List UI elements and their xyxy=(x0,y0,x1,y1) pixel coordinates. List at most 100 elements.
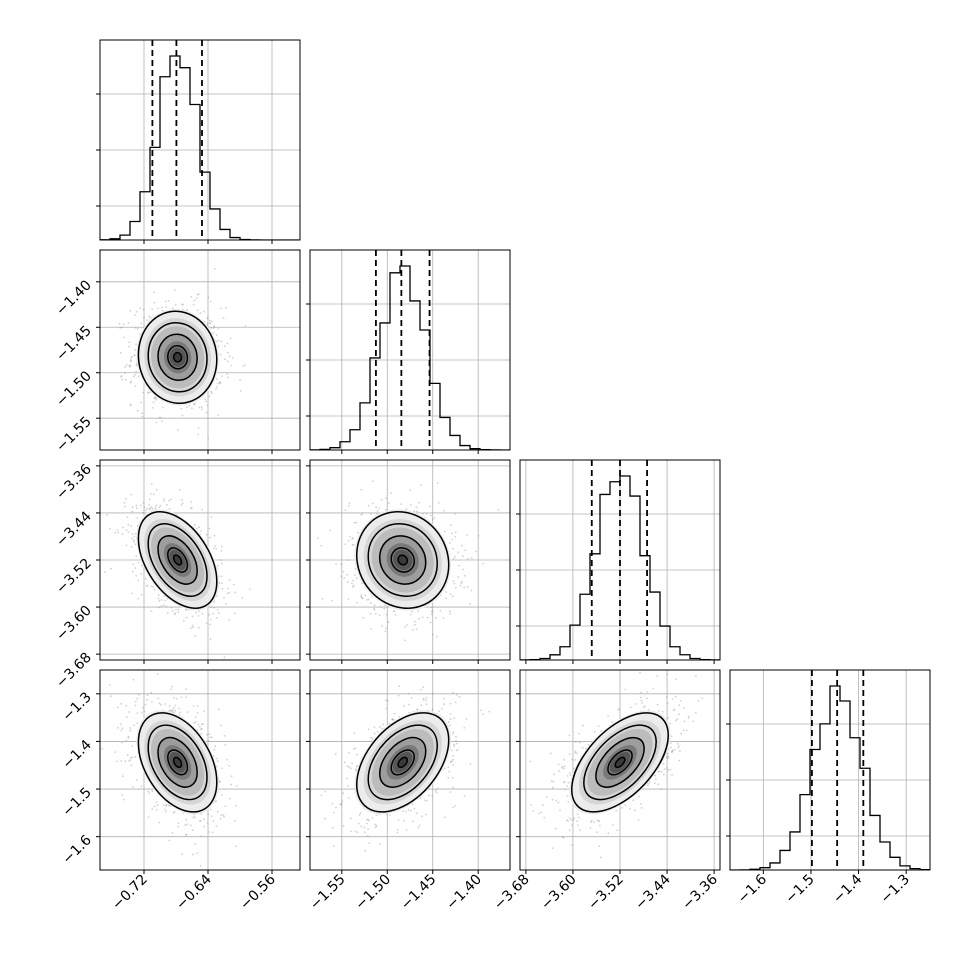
sample-point xyxy=(125,544,128,547)
sample-point xyxy=(475,550,477,553)
sample-point xyxy=(134,385,137,387)
sample-point xyxy=(121,533,124,535)
sample-point xyxy=(355,765,358,768)
sample-point xyxy=(171,831,174,834)
sample-point xyxy=(226,360,229,363)
sample-point xyxy=(129,309,132,312)
sample-point xyxy=(163,604,165,607)
sample-point xyxy=(185,688,187,690)
sample-point xyxy=(398,685,400,688)
sample-point xyxy=(409,613,412,616)
sample-point xyxy=(590,821,592,824)
sample-point xyxy=(155,504,157,507)
sample-point xyxy=(321,597,324,600)
sample-point xyxy=(137,597,140,600)
sample-point xyxy=(168,839,171,842)
sample-point xyxy=(168,710,171,712)
sample-point xyxy=(416,510,419,513)
sample-point xyxy=(350,817,352,820)
sample-point xyxy=(197,433,200,436)
sample-point xyxy=(185,609,187,611)
sample-point xyxy=(149,585,152,588)
sample-point xyxy=(449,718,452,721)
sample-point xyxy=(177,825,179,828)
sample-point xyxy=(196,309,199,312)
sample-point xyxy=(666,756,669,758)
sample-point xyxy=(169,709,172,712)
sample-point xyxy=(163,500,165,502)
sample-point xyxy=(185,834,187,836)
sample-point xyxy=(211,332,214,334)
sample-point xyxy=(221,375,223,378)
sample-point xyxy=(125,497,127,500)
sample-point xyxy=(449,791,452,793)
sample-point xyxy=(587,743,590,746)
sample-point xyxy=(121,775,124,778)
sample-point xyxy=(190,295,193,298)
sample-point xyxy=(122,526,124,529)
sample-point xyxy=(196,712,199,714)
sample-point xyxy=(462,568,464,571)
sample-point xyxy=(574,741,577,743)
sample-point xyxy=(452,547,454,550)
sample-point xyxy=(408,703,410,706)
sample-point xyxy=(213,748,216,751)
density-contour xyxy=(158,528,197,593)
sample-point xyxy=(458,695,461,698)
sample-point xyxy=(126,516,129,518)
sample-point xyxy=(150,483,153,485)
sample-point xyxy=(174,704,177,707)
sample-point xyxy=(420,704,423,707)
sample-point xyxy=(672,749,674,752)
sample-point xyxy=(576,752,578,754)
sample-point xyxy=(158,506,161,509)
sample-point xyxy=(140,711,143,714)
sample-point xyxy=(175,697,178,700)
sample-point xyxy=(220,814,223,816)
sample-point xyxy=(150,506,153,508)
sample-point xyxy=(213,325,216,327)
sample-point xyxy=(364,849,367,852)
sample-point xyxy=(454,535,457,538)
sample-point xyxy=(497,509,500,511)
sample-point xyxy=(212,547,215,550)
sample-point xyxy=(200,732,203,735)
sample-point xyxy=(320,544,323,547)
sample-point xyxy=(464,549,466,552)
sample-point xyxy=(359,812,362,814)
sample-point xyxy=(223,656,226,659)
sample-point xyxy=(132,563,135,566)
sample-point xyxy=(562,837,565,839)
sample-point xyxy=(367,828,369,830)
sample-point xyxy=(206,733,209,736)
sample-point xyxy=(158,702,161,705)
sample-point xyxy=(164,703,167,705)
density-shade xyxy=(398,555,408,565)
sample-point xyxy=(156,673,159,675)
sample-point xyxy=(165,503,168,506)
sample-point xyxy=(347,539,350,542)
sample-point xyxy=(671,774,673,776)
sample-point xyxy=(463,586,466,589)
sample-point xyxy=(415,812,418,814)
sample-point xyxy=(351,585,354,588)
sample-point xyxy=(351,538,353,540)
sample-point xyxy=(199,864,202,867)
sample-point xyxy=(375,814,378,817)
sample-point xyxy=(361,597,364,600)
sample-point xyxy=(374,826,377,829)
sample-point xyxy=(244,325,247,327)
sample-point xyxy=(381,727,384,730)
sample-point xyxy=(426,800,428,802)
sample-point xyxy=(607,715,609,718)
sample-point xyxy=(371,737,374,740)
sample-point xyxy=(172,706,175,709)
sample-point xyxy=(216,609,219,611)
sample-point xyxy=(333,811,335,814)
sample-point xyxy=(197,293,200,295)
sample-point xyxy=(331,826,334,829)
sample-point xyxy=(332,845,335,847)
density-contour xyxy=(368,520,437,599)
sample-point xyxy=(120,375,123,377)
sample-point xyxy=(209,322,211,324)
